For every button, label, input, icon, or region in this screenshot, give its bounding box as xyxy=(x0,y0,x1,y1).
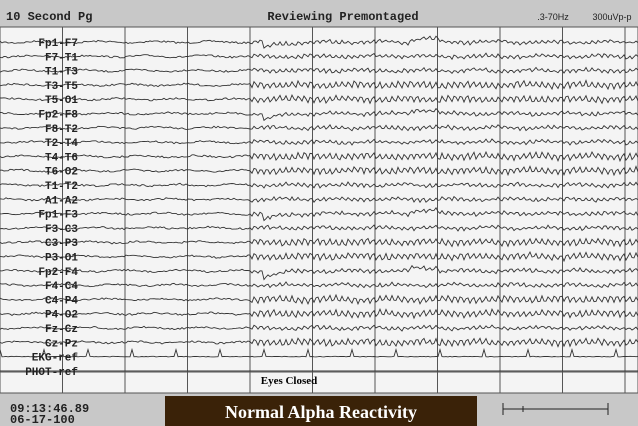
channel-label: Cz-Pz xyxy=(45,338,78,350)
eeg-trace xyxy=(0,264,638,281)
channel-label: T1-T2 xyxy=(45,181,78,193)
grid xyxy=(0,27,638,393)
channel-label: T5-O1 xyxy=(45,95,78,107)
eeg-trace xyxy=(0,66,638,74)
eeg-trace xyxy=(0,195,638,204)
eeg-trace xyxy=(0,324,638,332)
channel-label: P3-O1 xyxy=(45,253,78,265)
channel-label: EKG-ref xyxy=(32,353,79,365)
eeg-trace xyxy=(0,293,638,306)
page-label: 10 Second Pg xyxy=(6,10,92,24)
eeg-trace xyxy=(0,181,638,189)
eeg-trace xyxy=(0,224,638,232)
time-label: 09:13:46.89 xyxy=(10,402,89,416)
eeg-trace xyxy=(0,250,638,263)
eeg-trace xyxy=(0,35,638,49)
channel-label: Fp1-F7 xyxy=(38,38,78,50)
eeg-trace xyxy=(0,52,638,61)
channel-label: Fp2-F4 xyxy=(38,267,78,279)
channel-label: F4-C4 xyxy=(45,281,78,293)
eeg-trace xyxy=(0,308,638,320)
eeg-trace xyxy=(0,79,638,91)
mode-label: Reviewing Premontaged xyxy=(267,10,418,24)
eeg-trace xyxy=(0,150,638,163)
channel-label: T4-T6 xyxy=(45,152,78,164)
scale-bar xyxy=(502,403,609,415)
channel-label: PHOT-ref xyxy=(25,367,78,379)
channel-label: P4-O2 xyxy=(45,310,78,322)
channel-label: T1-T3 xyxy=(45,67,78,79)
channel-label: F8-T2 xyxy=(45,124,78,136)
channel-label: T6-O2 xyxy=(45,167,78,179)
footer-title: Normal Alpha Reactivity xyxy=(225,402,417,422)
channel-label: C3-P3 xyxy=(45,238,78,250)
channel-labels: Fp1-F7 F7-T1 T1-T3 T3-T5 T5-O1 Fp2-F8 F8-T2 T2-… xyxy=(25,38,78,379)
channel-label: Fp1-F3 xyxy=(38,210,78,222)
eeg-trace xyxy=(0,138,638,146)
title-box xyxy=(165,396,477,426)
eeg-trace xyxy=(0,347,638,358)
channel-label: Fp2-F8 xyxy=(38,110,78,122)
eeg-trace xyxy=(0,281,638,289)
date-label: 06-17-100 xyxy=(10,413,75,426)
channel-label: C4-P4 xyxy=(45,295,78,307)
trace-area xyxy=(0,26,638,394)
eeg-trace xyxy=(0,165,638,177)
channel-label: F3-C3 xyxy=(45,224,78,236)
filter-label: .3-70Hz xyxy=(537,12,569,22)
channel-label: Fz-Cz xyxy=(45,324,78,336)
traces xyxy=(0,35,638,372)
sensitivity-label: 300uVp-p xyxy=(592,12,631,22)
eeg-trace xyxy=(0,123,638,132)
eeg-trace xyxy=(0,206,638,222)
channel-label: A1-A2 xyxy=(45,195,78,207)
eeg-trace xyxy=(0,237,638,248)
channel-label: F7-T1 xyxy=(45,52,78,64)
annotation: Eyes Closed xyxy=(261,375,318,387)
eeg-trace xyxy=(0,337,638,348)
eeg-trace xyxy=(0,107,638,122)
channel-label: T3-T5 xyxy=(45,81,78,93)
eeg-trace xyxy=(0,94,638,105)
channel-label: T2-T4 xyxy=(45,138,78,150)
